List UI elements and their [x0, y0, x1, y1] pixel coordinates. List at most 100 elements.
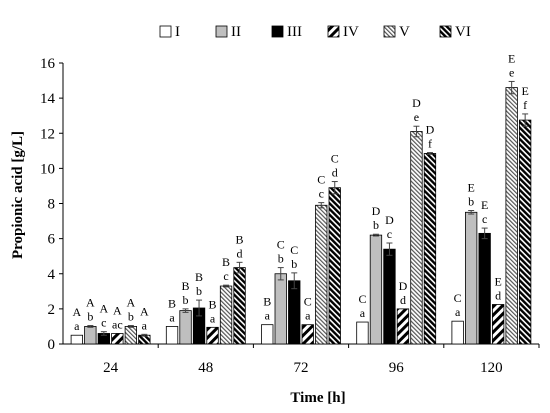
data-label-upper: B [222, 255, 230, 269]
data-label-upper: B [236, 232, 244, 246]
y-tick-label: 16 [40, 56, 56, 72]
bar [274, 273, 287, 345]
bar [315, 204, 328, 345]
bar [261, 324, 274, 345]
data-label-lower: d [495, 288, 501, 302]
data-label-lower: c [319, 187, 324, 201]
data-label-lower: a [360, 306, 366, 320]
data-label-lower: b [373, 218, 379, 232]
data-label-lower: d [237, 246, 243, 260]
data-label-upper: A [140, 304, 149, 318]
data-label-lower: b [87, 310, 93, 324]
bar [491, 304, 505, 345]
bar [165, 326, 179, 345]
data-label-lower: d [400, 293, 406, 307]
bar [70, 334, 83, 345]
legend-swatch [383, 25, 396, 38]
bar [396, 308, 410, 345]
y-tick-label: 0 [48, 337, 56, 353]
data-label-upper: B [168, 296, 176, 310]
bar [464, 211, 478, 345]
data-label-upper: E [508, 51, 515, 65]
data-label-lower: f [428, 137, 432, 151]
x-tick-label: 96 [389, 360, 405, 376]
data-label-lower: b [196, 284, 202, 298]
legend-entry: IV [343, 24, 359, 40]
data-label-upper: D [372, 204, 381, 218]
data-label-upper: D [399, 279, 408, 293]
data-label-lower: a [74, 319, 80, 333]
bar [519, 119, 532, 345]
data-label-lower: a [305, 309, 311, 323]
legend-entry: V [399, 24, 410, 40]
data-label-lower: b [468, 195, 474, 209]
bar [124, 326, 137, 345]
y-tick-label: 4 [48, 267, 56, 283]
bar [301, 324, 314, 345]
y-tick-label: 6 [48, 232, 56, 248]
bar [179, 310, 192, 345]
bar [111, 333, 124, 345]
data-label-upper: C [317, 173, 325, 187]
data-label-upper: C [290, 243, 298, 257]
data-label-lower: b [291, 257, 297, 271]
data-label-upper: C [454, 291, 462, 305]
data-label-lower: b [278, 252, 284, 266]
data-label-upper: D [412, 96, 421, 110]
y-tick-label: 12 [40, 126, 55, 142]
bar [328, 187, 341, 345]
data-label-lower: a [142, 318, 148, 332]
bar [288, 280, 301, 345]
data-label-upper: D [385, 213, 394, 227]
x-tick-label: 24 [103, 360, 119, 376]
data-label-lower: a [169, 310, 175, 324]
legend: I II III IV V VI [159, 24, 471, 40]
data-label-upper: E [467, 181, 474, 195]
bar [451, 320, 464, 345]
bar [505, 87, 518, 345]
data-label-lower: a [455, 305, 461, 319]
data-label-lower: c [482, 212, 487, 226]
y-tick-label: 2 [48, 302, 56, 318]
bar [410, 131, 423, 345]
x-tick-label: 120 [480, 360, 503, 376]
data-label-upper: B [263, 295, 271, 309]
data-label-upper: B [182, 279, 190, 293]
data-label-lower: b [183, 293, 189, 307]
legend-swatch [159, 25, 172, 38]
legend-swatch [327, 25, 340, 38]
legend-entry: III [287, 24, 302, 40]
data-label-upper: E [494, 274, 501, 288]
legend-entry: VI [455, 24, 471, 40]
data-label-upper: B [195, 270, 203, 284]
bar [356, 321, 369, 345]
data-label-upper: C [358, 292, 366, 306]
data-label-lower: c [387, 227, 392, 241]
legend-swatch [271, 25, 284, 38]
legend-entry: I [175, 24, 180, 40]
y-axis-label: Propionic acid [g/L] [10, 131, 26, 259]
x-tick-label: 72 [294, 360, 309, 376]
data-label-upper: A [100, 302, 109, 316]
bar [206, 326, 219, 345]
data-label-upper: C [277, 238, 285, 252]
data-label-lower: f [523, 98, 527, 112]
data-label-lower: c [223, 269, 228, 283]
bar [369, 234, 383, 345]
data-label-upper: E [521, 84, 528, 98]
data-label-upper: A [73, 305, 82, 319]
x-tick-label: 48 [198, 360, 213, 376]
data-label-upper: A [113, 303, 122, 317]
x-axis-label: Time [h] [290, 390, 345, 406]
data-label-lower: a [265, 309, 271, 323]
data-label-lower: d [332, 166, 338, 180]
bar [383, 248, 396, 345]
bar [84, 326, 97, 345]
bar [423, 153, 437, 345]
bar [219, 285, 233, 345]
data-label-upper: C [304, 295, 312, 309]
bar [478, 232, 491, 345]
